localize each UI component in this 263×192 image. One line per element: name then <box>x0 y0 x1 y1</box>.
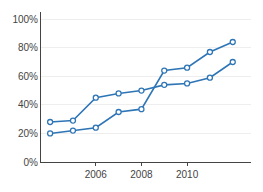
svg-text:100%: 100% <box>12 14 38 25</box>
svg-text:2006: 2006 <box>85 169 108 180</box>
svg-text:80%: 80% <box>18 42 38 53</box>
svg-text:40%: 40% <box>18 99 38 110</box>
svg-text:60%: 60% <box>18 71 38 82</box>
svg-text:20%: 20% <box>18 128 38 139</box>
svg-text:2008: 2008 <box>130 169 153 180</box>
svg-text:2010: 2010 <box>176 169 199 180</box>
svg-text:0%: 0% <box>24 157 39 168</box>
